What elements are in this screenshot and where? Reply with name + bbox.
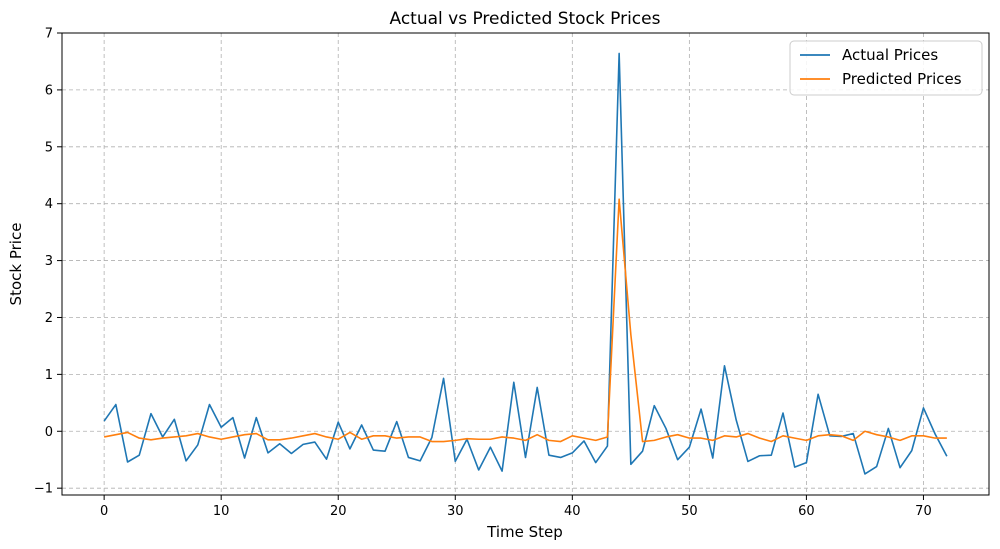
x-tick-label: 70 bbox=[915, 504, 932, 519]
x-tick-label: 10 bbox=[213, 504, 230, 519]
legend-label-predicted-prices: Predicted Prices bbox=[842, 70, 962, 88]
y-tick-label: 1 bbox=[45, 368, 53, 383]
y-axis-label: Stock Price bbox=[7, 223, 25, 306]
y-tick-label: 4 bbox=[45, 197, 53, 212]
y-tick-label: −1 bbox=[34, 482, 53, 497]
grid bbox=[62, 32, 989, 495]
plot-frame bbox=[61, 32, 990, 496]
y-tick-label: 7 bbox=[45, 27, 53, 42]
y-tick-label: 0 bbox=[45, 425, 53, 440]
y-tick-label: 3 bbox=[45, 254, 53, 269]
x-tick-label: 30 bbox=[447, 504, 464, 519]
chart-title: Actual vs Predicted Stock Prices bbox=[390, 9, 661, 29]
y-axis: −1 0 1 2 3 4 5 6 7 bbox=[34, 27, 62, 497]
legend-label-actual-prices: Actual Prices bbox=[842, 46, 938, 64]
y-tick-label: 6 bbox=[45, 83, 53, 98]
x-tick-label: 20 bbox=[330, 504, 347, 519]
series-layer bbox=[103, 52, 948, 475]
x-axis-label: Time Step bbox=[486, 523, 563, 541]
x-tick-label: 0 bbox=[100, 504, 108, 519]
x-tick-label: 60 bbox=[798, 504, 815, 519]
legend-box bbox=[789, 40, 983, 96]
y-tick-label: 5 bbox=[45, 140, 53, 155]
y-tick-label: 2 bbox=[45, 311, 53, 326]
legend: Actual Prices Predicted Prices bbox=[789, 40, 983, 96]
series-line-predicted-prices bbox=[103, 198, 947, 443]
x-axis: 0 10 20 30 40 50 60 70 bbox=[100, 495, 932, 519]
x-tick-label: 50 bbox=[681, 504, 698, 519]
series-line-actual-prices bbox=[103, 52, 948, 475]
x-tick-label: 40 bbox=[564, 504, 581, 519]
